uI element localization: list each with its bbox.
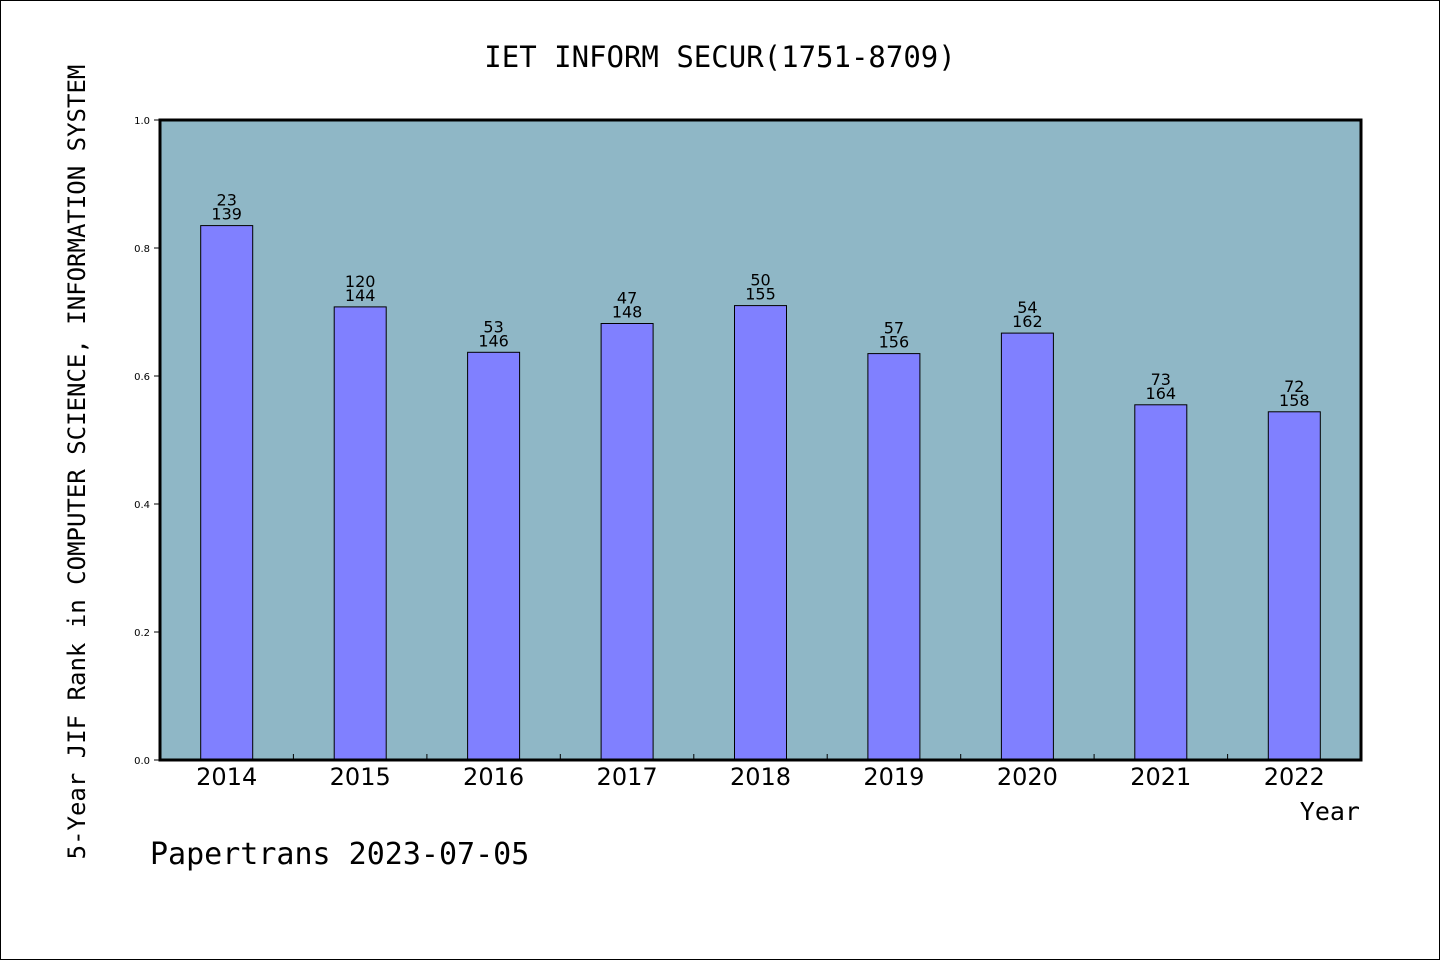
y-tick-label-5: 1.0	[134, 116, 150, 127]
total-label-2021: 164	[1146, 384, 1177, 403]
x-tick-label-2017: 2017	[597, 763, 658, 791]
total-label-2022: 158	[1279, 391, 1310, 410]
bar-2021	[1134, 404, 1188, 761]
rank-label-2021: 73	[1151, 370, 1171, 389]
x-tick-label-2014: 2014	[196, 763, 257, 791]
x-tick-label-2020: 2020	[997, 763, 1058, 791]
x-tick-label-2018: 2018	[730, 763, 791, 791]
bar-2015	[333, 306, 387, 761]
total-label-2016: 146	[478, 331, 509, 350]
total-label-2017: 148	[612, 303, 643, 322]
rank-label-2019: 57	[884, 319, 904, 338]
rank-label-2020: 54	[1017, 298, 1037, 317]
y-axis-ticks: 0.0 0.2 0.4 0.6 0.8 1.0	[134, 116, 160, 767]
total-label-2014: 139	[211, 205, 242, 224]
x-tick-label-2021: 2021	[1130, 763, 1191, 791]
bar-2022	[1267, 411, 1321, 761]
rank-label-2017: 47	[617, 289, 637, 308]
y-axis-label: 5-Year JIF Rank in COMPUTER SCIENCE, INF…	[63, 65, 91, 860]
rank-label-2015: 120	[345, 272, 376, 291]
x-tick-label-2015: 2015	[330, 763, 391, 791]
bar-2019	[867, 353, 921, 761]
total-label-2015: 144	[345, 286, 376, 305]
y-tick-label-4: 0.8	[134, 244, 150, 255]
plot-border	[158, 118, 1363, 762]
x-axis-ticks: 2014 2015 2016 2017 2018 2019 2020 2021 2022	[196, 754, 1325, 791]
bar-2017	[600, 323, 654, 761]
y-tick-label-3: 0.6	[134, 372, 150, 383]
y-tick-label-0: 0.0	[134, 756, 150, 767]
bar-2018	[734, 305, 787, 761]
bar-2020	[1000, 332, 1054, 761]
x-axis-label: Year	[1300, 797, 1360, 826]
rank-label-2018: 50	[750, 271, 770, 290]
y-tick-label-1: 0.2	[134, 628, 150, 639]
bar-2016	[467, 351, 521, 761]
footer-credit: Papertrans 2023-07-05	[150, 837, 529, 872]
total-label-2019: 156	[879, 333, 910, 352]
bar-2014	[200, 225, 254, 761]
y-tick-label-2: 0.4	[134, 500, 150, 511]
total-label-2018: 155	[745, 285, 776, 304]
rank-label-2016: 53	[483, 317, 503, 336]
total-label-2020: 162	[1012, 312, 1043, 331]
rank-label-2014: 23	[217, 191, 237, 210]
chart-title: IET INFORM SECUR(1751-8709)	[484, 40, 955, 74]
rank-label-2022: 72	[1284, 377, 1304, 396]
x-tick-label-2016: 2016	[463, 763, 524, 791]
x-tick-label-2022: 2022	[1264, 763, 1325, 791]
x-tick-label-2019: 2019	[863, 763, 924, 791]
